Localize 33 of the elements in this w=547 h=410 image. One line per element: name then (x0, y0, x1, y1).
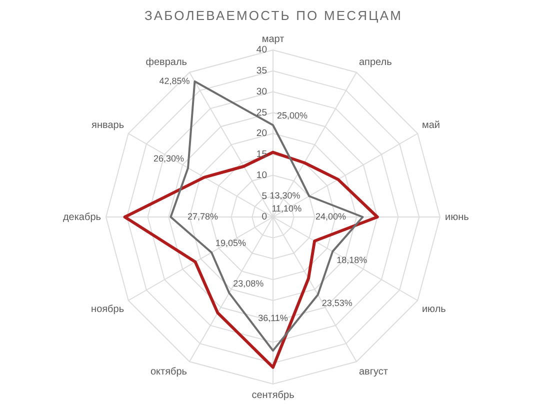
text: 36,11% (258, 313, 288, 324)
text: 26,30% (154, 153, 184, 164)
spoke-label: июль (422, 304, 446, 315)
y-tick-label: 10 (256, 170, 267, 181)
spoke-label: февраль (146, 56, 187, 68)
spoke-label: декабрь (62, 212, 101, 223)
text: 13,30% (270, 190, 300, 201)
spoke-label: сентябрь (252, 390, 294, 401)
text: 11,10% (272, 204, 302, 214)
spoke-label: апрель (359, 56, 392, 68)
y-tick-label: 20 (256, 128, 267, 140)
spoke-label: январь (92, 120, 124, 131)
y-tick-label: 30 (256, 86, 267, 98)
text: 19,05% (216, 238, 246, 248)
text: 42,85% (159, 76, 190, 86)
spoke-label: май (422, 120, 440, 131)
y-tick-label: 0 (262, 212, 267, 223)
spoke-label: июнь (445, 212, 469, 223)
text: 18,18% (336, 254, 368, 265)
text: 24,00% (316, 211, 346, 222)
y-tick-label: 25 (256, 107, 267, 118)
text: 25,00% (277, 110, 308, 121)
spoke-label: март (262, 34, 285, 45)
text: 27,78% (187, 211, 218, 222)
spoke-label: август (359, 366, 388, 378)
y-tick-label: 35 (256, 66, 267, 76)
y-tick-label: 40 (256, 44, 267, 56)
text: 23,53% (322, 298, 352, 308)
text: 23,08% (233, 278, 264, 288)
y-tick-label: 5 (262, 190, 267, 202)
spoke-label: октябрь (150, 366, 187, 378)
spoke-label: ноябрь (91, 304, 124, 315)
chart-title: ЗАБОЛЕВАЕМОСТЬ ПО МЕСЯЦАМ (143, 8, 404, 24)
